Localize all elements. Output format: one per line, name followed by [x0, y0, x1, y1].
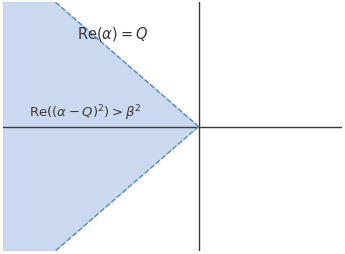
- Text: $\mathrm{Re}((\alpha - Q)^2) > \beta^2$: $\mathrm{Re}((\alpha - Q)^2) > \beta^2$: [29, 103, 141, 123]
- Polygon shape: [3, 3, 199, 251]
- Text: $\mathrm{Re}(\alpha) = Q$: $\mathrm{Re}(\alpha) = Q$: [78, 25, 149, 43]
